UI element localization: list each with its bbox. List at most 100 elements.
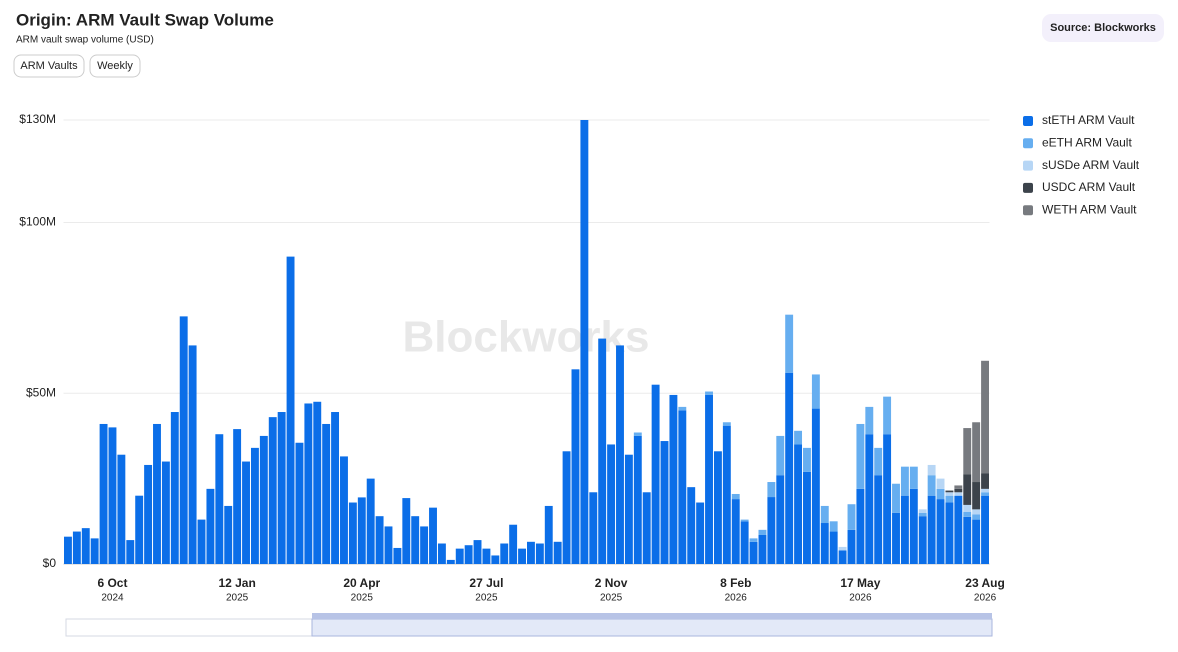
y-tick-label: $100M bbox=[19, 215, 56, 229]
bar-segment bbox=[624, 454, 633, 564]
button[interactable] bbox=[89, 54, 141, 78]
bar-segment bbox=[90, 538, 99, 564]
bar-segment bbox=[678, 410, 687, 564]
bar-segment bbox=[954, 492, 963, 496]
bar-segment bbox=[678, 406, 687, 411]
x-tick-label: 27 Jul bbox=[469, 576, 503, 590]
chart-title: Origin: ARM Vault Swap Volume bbox=[16, 10, 274, 29]
bar-segment bbox=[153, 423, 161, 564]
bar-segment bbox=[972, 509, 981, 515]
bar-segment bbox=[268, 417, 277, 564]
x-tick-year: 2026 bbox=[974, 593, 997, 604]
bar-segment bbox=[954, 495, 963, 564]
bar-segment bbox=[856, 488, 865, 564]
bar-segment bbox=[936, 488, 945, 500]
bar-segment bbox=[820, 505, 829, 524]
bar-segment bbox=[322, 423, 331, 564]
bar-segment bbox=[197, 519, 206, 564]
bar-segment bbox=[713, 451, 722, 564]
bar-segment bbox=[642, 492, 651, 564]
x-tick-year: 2026 bbox=[849, 593, 872, 604]
bar-segment bbox=[384, 526, 393, 564]
bar-segment bbox=[972, 514, 981, 520]
bar-segment bbox=[250, 447, 259, 564]
legend-swatch bbox=[1023, 138, 1033, 149]
bar-segment bbox=[331, 412, 340, 564]
bar-segment bbox=[473, 540, 482, 564]
bar-segment bbox=[170, 412, 179, 564]
bar-segment bbox=[429, 507, 437, 564]
bar-segment bbox=[892, 512, 900, 564]
bar-segment bbox=[518, 548, 526, 564]
legend-swatch bbox=[1023, 182, 1033, 193]
bar-segment bbox=[945, 502, 954, 564]
bar-segment bbox=[509, 524, 518, 564]
bar-segment bbox=[776, 435, 785, 476]
button-label[interactable]: Weekly bbox=[97, 60, 133, 72]
y-tick-label: $130M bbox=[19, 112, 56, 126]
bar-segment bbox=[918, 516, 927, 564]
bar-segment bbox=[206, 488, 215, 564]
bar-segment bbox=[108, 427, 117, 564]
bar-segment bbox=[357, 497, 366, 564]
button[interactable] bbox=[13, 54, 85, 78]
legend-label: USDC ARM Vault bbox=[1042, 180, 1136, 194]
x-tick-label: 2 Nov bbox=[595, 576, 628, 590]
navigator-handle[interactable] bbox=[312, 613, 992, 619]
bar-segment bbox=[945, 495, 954, 503]
bar-segment bbox=[571, 369, 580, 564]
bar-segment bbox=[909, 466, 918, 489]
bar-segment bbox=[705, 391, 713, 395]
navigator-selection[interactable] bbox=[311, 618, 993, 637]
bar-segment bbox=[72, 531, 81, 564]
bar-segment bbox=[562, 451, 571, 564]
bar-segment bbox=[749, 538, 758, 542]
bar-segment bbox=[954, 488, 963, 493]
x-tick-label: 6 Oct bbox=[97, 576, 127, 590]
source[interactable]: Source: Blockworks bbox=[1050, 22, 1156, 34]
bar-segment bbox=[607, 444, 616, 564]
bar-segment bbox=[803, 447, 811, 472]
bar-segment bbox=[963, 516, 972, 564]
bar-segment bbox=[259, 435, 268, 564]
bar-segment bbox=[981, 495, 989, 564]
x-tick-label: 23 Aug bbox=[965, 576, 1005, 590]
y-tick-label: $0 bbox=[43, 556, 57, 570]
bar-segment bbox=[794, 444, 803, 564]
bar-segment bbox=[731, 493, 740, 500]
bar-segment bbox=[580, 120, 589, 564]
bar-segment bbox=[740, 521, 749, 564]
bar-segment bbox=[856, 423, 865, 489]
bar-segment bbox=[651, 384, 660, 564]
bar-segment bbox=[981, 360, 989, 474]
bar-segment bbox=[348, 502, 357, 564]
bar-segment bbox=[304, 403, 313, 564]
bar-segment bbox=[927, 464, 936, 476]
bar-segment bbox=[945, 492, 954, 496]
bar-segment bbox=[687, 487, 696, 564]
bar-segment bbox=[758, 529, 767, 535]
bar-segment bbox=[749, 541, 758, 564]
x-tick-year: 2025 bbox=[226, 593, 249, 604]
bar-segment bbox=[215, 434, 224, 564]
bar-segment bbox=[188, 345, 197, 564]
button-label[interactable]: ARM Vaults bbox=[20, 60, 78, 72]
bar-segment bbox=[722, 425, 731, 564]
bar-segment bbox=[918, 512, 927, 517]
bar-segment bbox=[900, 495, 909, 564]
source-pill[interactable] bbox=[1042, 14, 1164, 42]
legend-swatch bbox=[1023, 205, 1033, 216]
bar-segment bbox=[393, 547, 402, 564]
bar-segment bbox=[705, 394, 713, 564]
bar-segment bbox=[811, 408, 820, 564]
bar-segment bbox=[669, 394, 678, 564]
bar-segment bbox=[767, 497, 776, 564]
legend-swatch bbox=[1023, 116, 1033, 126]
bar-segment bbox=[366, 478, 375, 564]
legend-swatch bbox=[1023, 160, 1033, 171]
bar-segment bbox=[161, 461, 170, 564]
bar-segment bbox=[838, 546, 847, 551]
bar-segment bbox=[963, 474, 972, 505]
bar-segment bbox=[892, 483, 900, 513]
